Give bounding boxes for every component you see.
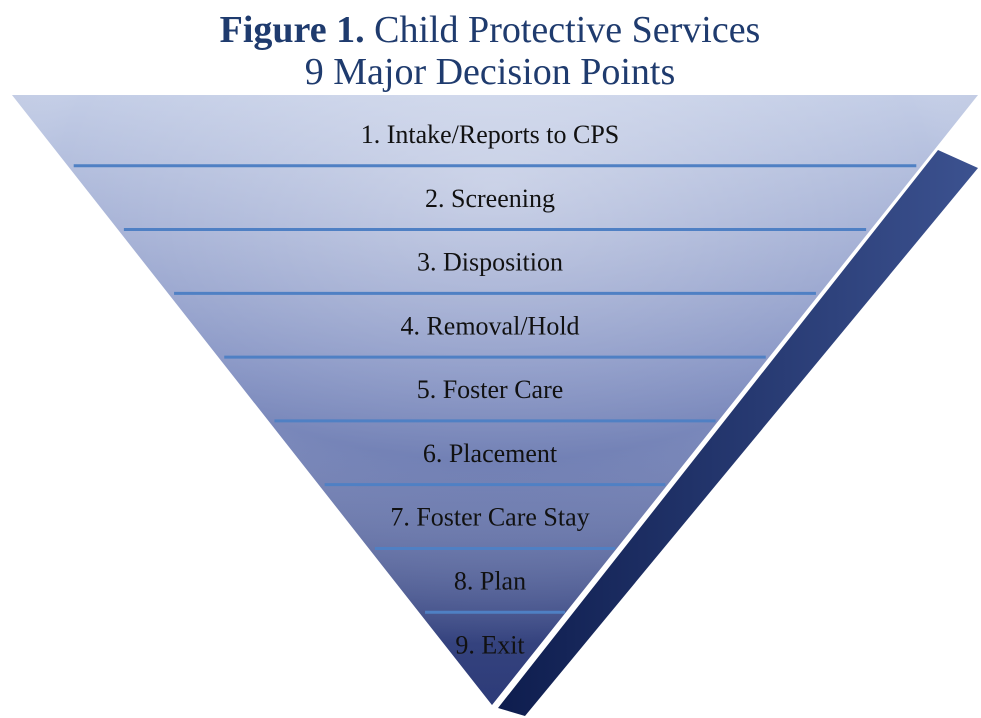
level-label: 4. Removal/Hold (400, 311, 579, 340)
level-label: 1. Intake/Reports to CPS (361, 120, 620, 149)
title-rest: Child Protective Services (374, 9, 760, 51)
funnel-shade (12, 95, 978, 705)
level-label: 9. Exit (455, 630, 525, 659)
level-label: 6. Placement (423, 439, 558, 468)
title-bold: Figure 1. (220, 9, 365, 51)
shadow (498, 150, 978, 716)
level-label: 2. Screening (425, 184, 555, 213)
title-line2: 9 Major Decision Points (305, 51, 675, 93)
level-label: 8. Plan (454, 566, 526, 595)
title: Figure 1. Child Protective Services (220, 9, 761, 51)
levels: 1. Intake/Reports to CPS 2. Screening 3. D… (73, 120, 917, 659)
level-label: 5. Foster Care (417, 375, 564, 404)
level-label: 3. Disposition (417, 248, 563, 277)
level-label: 7. Foster Care Stay (390, 503, 589, 532)
